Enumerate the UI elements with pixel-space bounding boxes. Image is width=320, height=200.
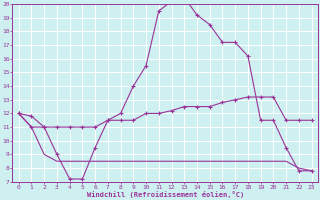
X-axis label: Windchill (Refroidissement éolien,°C): Windchill (Refroidissement éolien,°C) <box>86 191 244 198</box>
